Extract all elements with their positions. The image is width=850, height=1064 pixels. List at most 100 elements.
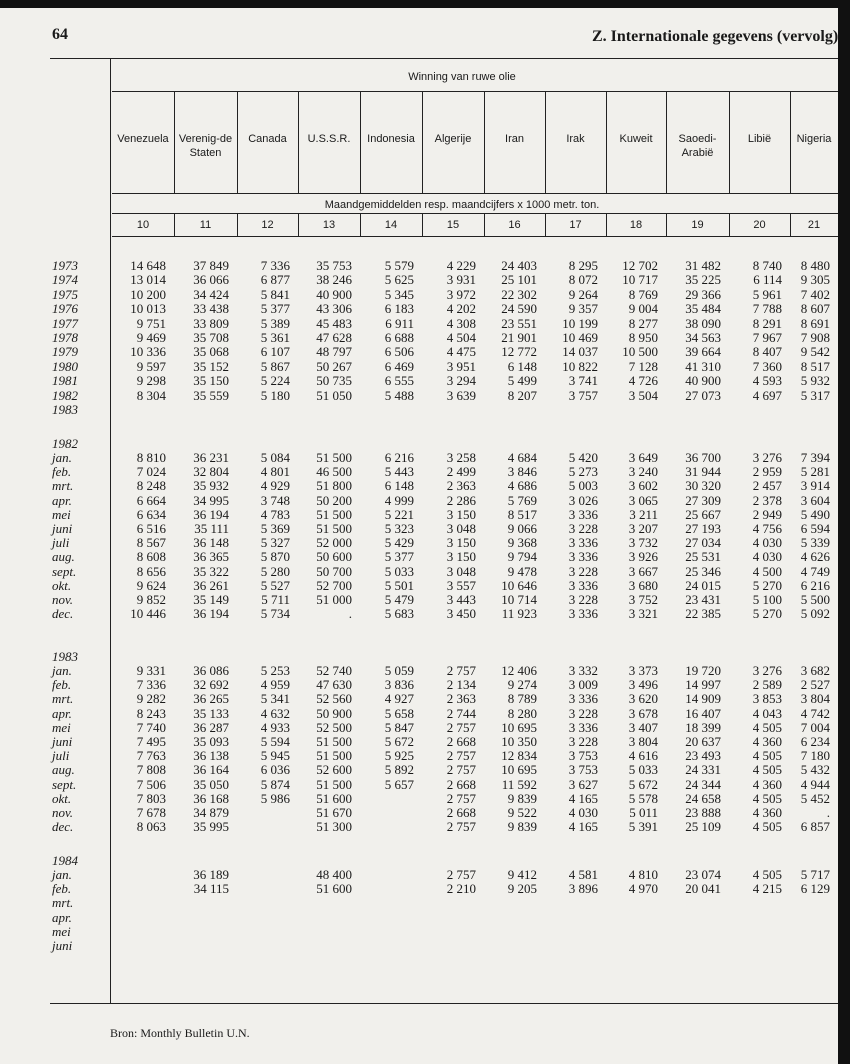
cell: 2 363 — [446, 691, 476, 707]
cell: 3 276 — [752, 663, 782, 678]
cell: 4 801 — [260, 464, 290, 480]
cell: 5 961 — [752, 286, 782, 302]
source-note: Bron: Monthly Bulletin U.N. — [110, 1026, 250, 1040]
cell: 5 594 — [260, 734, 290, 749]
cell: 3 752 — [628, 592, 658, 607]
cell: 6 234 — [800, 734, 830, 749]
cell: 35 111 — [194, 521, 229, 536]
cell: 2 757 — [446, 748, 476, 764]
cell: 3 620 — [628, 691, 658, 707]
cell: 40 900 — [685, 373, 721, 389]
cell: 5 932 — [800, 373, 830, 389]
cell: 5 625 — [384, 272, 414, 288]
cell: 2 378 — [752, 492, 782, 508]
row-label: sept. — [52, 776, 77, 792]
cell: 3 741 — [568, 373, 598, 389]
column-number: 15 — [446, 219, 460, 231]
cell: 2 668 — [446, 776, 476, 792]
cell: 5 734 — [260, 606, 290, 622]
cell: 4 970 — [628, 881, 658, 897]
cell: 51 800 — [316, 478, 352, 494]
cell: 13 014 — [130, 272, 166, 288]
cell: 5 420 — [568, 450, 598, 465]
cell: 2 457 — [752, 478, 782, 494]
column-label: Libië — [747, 133, 772, 145]
cell: 5 270 — [752, 577, 782, 593]
cell: 8 243 — [136, 705, 166, 721]
cell: 5 683 — [384, 606, 414, 622]
cell: 31 482 — [685, 258, 721, 273]
cell: 4 632 — [260, 705, 290, 721]
cell: 35 484 — [685, 301, 721, 317]
cell: 4 684 — [507, 450, 537, 465]
cell: 3 680 — [628, 577, 658, 593]
cell: 5 377 — [384, 549, 414, 565]
cell: 35 322 — [193, 563, 229, 579]
cell: 48 400 — [316, 867, 352, 882]
row-label: juli — [52, 748, 70, 764]
cell: 5 339 — [800, 535, 830, 551]
column-label: Indonesia — [367, 133, 415, 145]
cell: 2 757 — [446, 819, 476, 835]
cell: 9 282 — [136, 691, 166, 707]
cell: 6 216 — [800, 577, 830, 593]
cell: 4 933 — [260, 719, 290, 735]
row-label: dec. — [52, 819, 74, 835]
scanned-page: 64 Z. Internationale gegevens (vervolg) … — [0, 8, 838, 1064]
cell: 2 210 — [446, 881, 476, 897]
cell: 8 740 — [752, 258, 782, 273]
cell: 48 797 — [316, 344, 352, 360]
cell: 36 086 — [193, 663, 229, 678]
cell: 40 900 — [316, 286, 352, 302]
row-label: apr. — [52, 705, 72, 721]
cell: 6 594 — [800, 521, 830, 536]
column-label: Irak — [566, 133, 585, 145]
cell: 5 672 — [628, 776, 658, 792]
cell: 4 505 — [752, 748, 782, 764]
cell: 47 628 — [316, 330, 352, 345]
cell: 9 331 — [136, 663, 166, 678]
cell: 37 849 — [193, 258, 229, 273]
cell: 50 735 — [316, 373, 352, 389]
cell: 5 011 — [629, 805, 658, 820]
cell: 2 668 — [446, 805, 476, 820]
row-label: mrt. — [52, 691, 74, 707]
cell: 11 923 — [501, 606, 537, 622]
cell: 8 072 — [568, 272, 598, 288]
cell: 6 148 — [507, 358, 537, 374]
cell: 4 686 — [507, 478, 537, 494]
cell: 8 691 — [800, 315, 830, 331]
column-label: Venezuela — [117, 133, 169, 145]
cell: 32 692 — [193, 677, 229, 693]
rule — [110, 58, 111, 1004]
cell: 5 527 — [260, 577, 290, 593]
cell: 5 273 — [568, 464, 598, 480]
cell: 20 041 — [685, 881, 721, 897]
cell: 3 294 — [446, 373, 476, 389]
cell: 5 490 — [800, 506, 830, 522]
section-heading: 1983 — [52, 649, 78, 664]
cell: 36 194 — [193, 606, 229, 622]
cell: 23 431 — [685, 592, 721, 607]
cell: 12 702 — [622, 258, 658, 273]
cell: 9 839 — [507, 819, 537, 835]
cell: 9 066 — [507, 521, 537, 536]
cell: 52 600 — [316, 762, 352, 778]
cell: 30 320 — [685, 478, 721, 494]
row-label: 1973 — [52, 258, 78, 273]
cell: 4 697 — [752, 387, 782, 403]
cell: 7 967 — [752, 330, 782, 345]
cell: 16 407 — [685, 705, 721, 721]
cell: 4 308 — [446, 315, 476, 331]
column-number: 14 — [384, 219, 398, 231]
cell: 51 300 — [316, 819, 352, 835]
rule — [174, 91, 175, 193]
cell: 45 483 — [316, 315, 352, 331]
cell: 3 336 — [568, 535, 598, 551]
row-label: 1982 — [52, 387, 78, 403]
cell: 4 165 — [568, 790, 598, 806]
cell: 3 853 — [752, 691, 782, 707]
cell: 3 228 — [568, 521, 598, 536]
cell: 6 516 — [136, 521, 166, 536]
rule — [666, 91, 667, 193]
